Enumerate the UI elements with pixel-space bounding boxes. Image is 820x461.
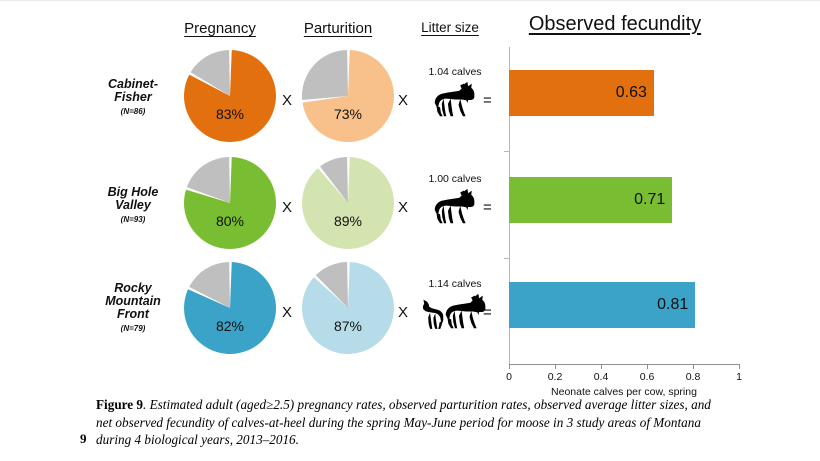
sample-size: (N=93): [120, 215, 146, 224]
x-tick-label: 0.4: [593, 371, 609, 383]
bar-0: 0.63: [509, 70, 654, 116]
x-axis-line: [509, 364, 739, 365]
calf-icon: [422, 299, 444, 329]
area-name-line1: Big Hole: [107, 185, 159, 199]
equals-operator: =: [483, 304, 492, 321]
moose-icon-group: [412, 78, 498, 118]
x-tick: [601, 364, 602, 369]
column-header-parturition: Parturition: [303, 20, 373, 37]
bar-value-label: 0.81: [657, 296, 689, 313]
area-name-line1: Rocky: [114, 281, 152, 295]
sample-size: (N=86): [120, 107, 146, 116]
column-header-pregnancy: Pregnancy: [184, 20, 256, 37]
column-header-litter-size: Litter size: [421, 20, 479, 35]
x-axis-title: Neonate calves per cow, spring: [551, 386, 697, 398]
parturition-percent-label: 73%: [333, 106, 363, 122]
litter-size-row-0: 1.04 calves: [412, 66, 498, 118]
area-name-line2: Mountain: [105, 294, 161, 308]
bar-value-label: 0.71: [634, 191, 666, 208]
area-name-line2: Valley: [115, 198, 151, 212]
x-tick-label: 0.2: [547, 371, 563, 383]
bar-1: 0.71: [509, 177, 673, 223]
area-name-line3: Front: [117, 307, 149, 321]
litter-size-row-2: 1.14 calves: [412, 278, 498, 330]
column-header-observed-fecundity: Observed fecundity: [528, 13, 702, 35]
moose-icon: [434, 81, 475, 117]
parturition-pie-row-2: 87%: [302, 262, 394, 354]
top-rule: [0, 0, 820, 1]
figure-number: Figure 9: [96, 397, 144, 412]
x-tick-label: 0: [506, 371, 512, 383]
pregnancy-pie-row-0: 83%: [184, 50, 276, 142]
sample-size: (N=79): [120, 324, 146, 333]
x-tick: [647, 364, 648, 369]
page-number: 9: [80, 431, 87, 446]
multiply-operator: X: [398, 304, 409, 321]
row-label-big-hole-valley: Big Hole Valley (N=93): [85, 186, 181, 226]
bar-2: 0.81: [509, 282, 696, 328]
pregnancy-percent-label: 80%: [215, 213, 245, 229]
area-name-line1: Cabinet-: [108, 77, 158, 91]
moose-icon: [445, 293, 486, 329]
x-tick: [509, 364, 510, 369]
moose-icon-group: [412, 185, 498, 225]
x-tick-label: 0.6: [639, 371, 655, 383]
caption-text: . Estimated adult (aged≥2.5) pregnancy r…: [96, 397, 711, 447]
y-tick: [504, 151, 509, 152]
y-tick: [504, 258, 509, 259]
x-tick-label: 1: [736, 371, 742, 383]
row-label-cabinet-fisher: Cabinet- Fisher (N=86): [85, 78, 181, 118]
parturition-pie-row-1: 89%: [302, 157, 394, 249]
parturition-percent-label: 87%: [333, 318, 363, 334]
equals-operator: =: [483, 92, 492, 109]
area-name-line2: Fisher: [114, 90, 152, 104]
multiply-operator: X: [282, 304, 293, 321]
equals-operator: =: [483, 199, 492, 216]
multiply-operator: X: [398, 92, 409, 109]
x-tick-label: 0.8: [685, 371, 701, 383]
parturition-percent-label: 89%: [333, 213, 363, 229]
litter-size-row-1: 1.00 calves: [412, 173, 498, 225]
pregnancy-percent-label: 83%: [215, 106, 245, 122]
moose-icon-group: [412, 290, 498, 330]
fecundity-bar-chart: 0.63 0.71 0.81 0 0.2 0.4 0.6 0.8 1 Neonate calv…: [500, 44, 800, 398]
pregnancy-pie-row-1: 80%: [184, 157, 276, 249]
row-label-rocky-mountain-front: Rocky Mountain Front (N=79): [85, 282, 181, 335]
litter-size-label: 1.04 calves: [428, 66, 482, 78]
x-tick: [739, 364, 740, 369]
parturition-pie-row-0: 73%: [302, 50, 394, 142]
litter-size-label: 1.14 calves: [428, 278, 482, 290]
figure-panel: Pregnancy Parturition Litter size Observ…: [85, 13, 800, 398]
pregnancy-pie-row-2: 82%: [184, 262, 276, 354]
figure-caption: Figure 9. Estimated adult (aged≥2.5) pre…: [96, 396, 716, 449]
x-tick: [693, 364, 694, 369]
x-tick: [555, 364, 556, 369]
pregnancy-percent-label: 82%: [215, 318, 245, 334]
multiply-operator: X: [282, 92, 293, 109]
bar-value-label: 0.63: [615, 84, 647, 101]
litter-size-label: 1.00 calves: [428, 173, 482, 185]
multiply-operator: X: [398, 199, 409, 216]
multiply-operator: X: [282, 199, 293, 216]
moose-icon: [434, 188, 475, 224]
